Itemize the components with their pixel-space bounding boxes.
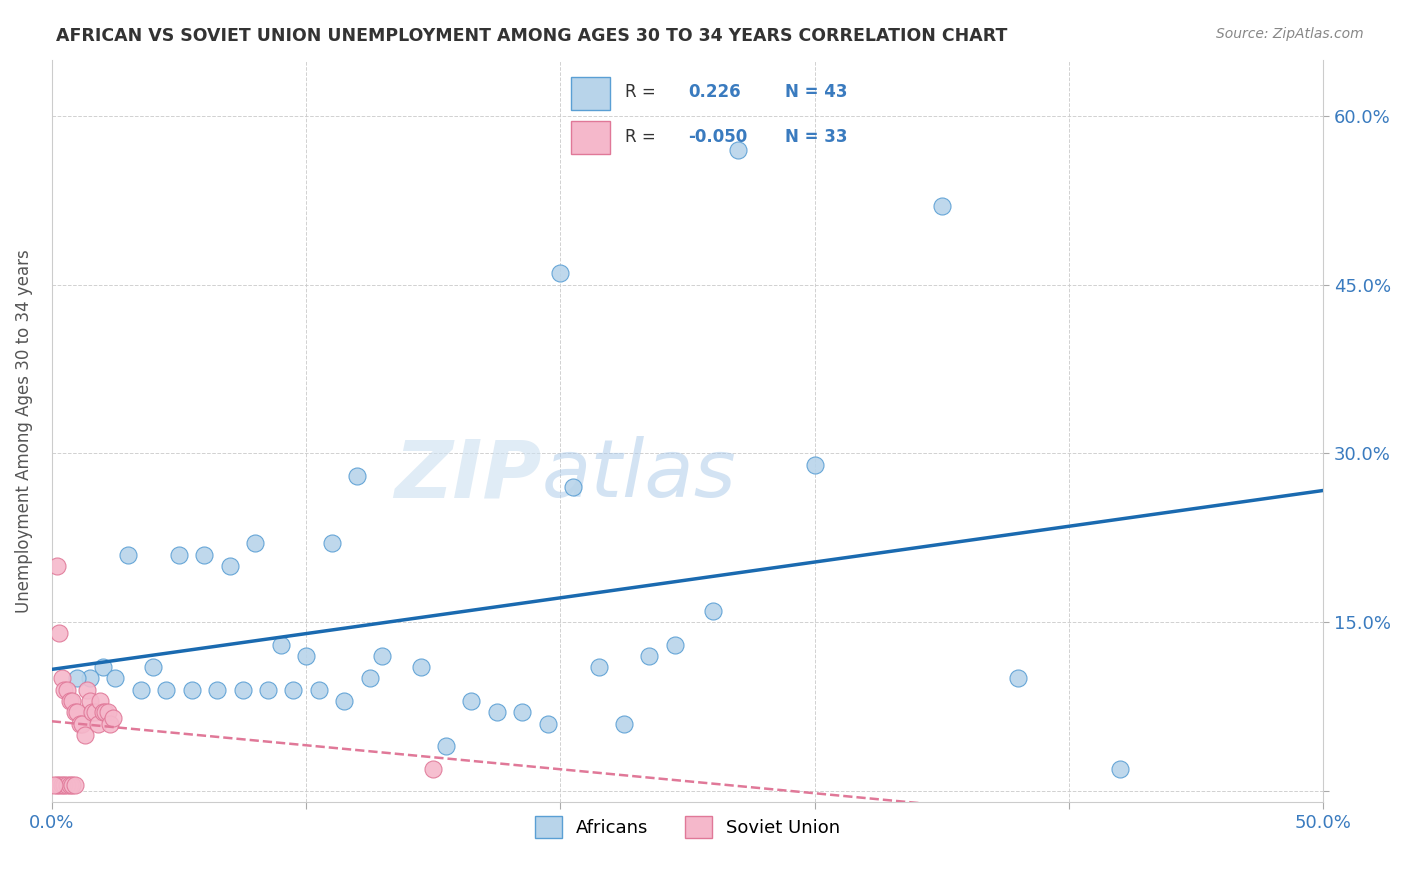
Point — [422, 762, 444, 776]
Point — [53, 778, 76, 792]
Point — [231, 682, 253, 697]
Legend: Africans, Soviet Union: Africans, Soviet Union — [527, 809, 848, 846]
Point — [245, 536, 267, 550]
Point — [359, 672, 381, 686]
Point — [56, 778, 79, 792]
Point — [66, 705, 89, 719]
Point — [48, 778, 70, 792]
Point — [117, 548, 139, 562]
Point — [91, 705, 114, 719]
Point — [66, 672, 89, 686]
Point — [1109, 762, 1132, 776]
Point — [155, 682, 177, 697]
Point — [73, 728, 96, 742]
Point — [1007, 672, 1029, 686]
Point — [56, 682, 79, 697]
Text: Source: ZipAtlas.com: Source: ZipAtlas.com — [1216, 27, 1364, 41]
Y-axis label: Unemployment Among Ages 30 to 34 years: Unemployment Among Ages 30 to 34 years — [15, 249, 32, 613]
Point — [60, 778, 83, 792]
Point — [803, 458, 825, 472]
Point — [409, 660, 432, 674]
Point — [89, 694, 111, 708]
Point — [86, 716, 108, 731]
Point — [346, 469, 368, 483]
Point — [44, 778, 66, 792]
Point — [321, 536, 343, 550]
Point — [72, 716, 94, 731]
Point — [270, 638, 292, 652]
Point — [84, 705, 107, 719]
Point — [82, 705, 104, 719]
Point — [613, 716, 636, 731]
Point — [60, 694, 83, 708]
Point — [51, 778, 73, 792]
Point — [562, 480, 585, 494]
Text: atlas: atlas — [541, 436, 737, 515]
Point — [58, 778, 80, 792]
Point — [98, 716, 121, 731]
Point — [537, 716, 560, 731]
Point — [180, 682, 202, 697]
Point — [63, 778, 86, 792]
Point — [308, 682, 330, 697]
Point — [205, 682, 228, 697]
Point — [91, 660, 114, 674]
Point — [550, 267, 572, 281]
Point — [588, 660, 610, 674]
Text: ZIP: ZIP — [394, 436, 541, 515]
Text: AFRICAN VS SOVIET UNION UNEMPLOYMENT AMONG AGES 30 TO 34 YEARS CORRELATION CHART: AFRICAN VS SOVIET UNION UNEMPLOYMENT AMO… — [56, 27, 1008, 45]
Point — [167, 548, 190, 562]
Point — [79, 694, 101, 708]
Point — [76, 682, 98, 697]
Point — [97, 705, 120, 719]
Point — [104, 672, 127, 686]
Point — [702, 604, 724, 618]
Point — [53, 682, 76, 697]
Point — [931, 199, 953, 213]
Point — [45, 778, 67, 792]
Point — [69, 716, 91, 731]
Point — [638, 648, 661, 663]
Point — [218, 558, 240, 573]
Point — [129, 682, 152, 697]
Point — [257, 682, 280, 697]
Point — [295, 648, 318, 663]
Point — [664, 638, 686, 652]
Point — [58, 694, 80, 708]
Point — [193, 548, 215, 562]
Point — [45, 558, 67, 573]
Point — [460, 694, 482, 708]
Point — [510, 705, 533, 719]
Point — [434, 739, 457, 753]
Point — [142, 660, 165, 674]
Point — [94, 705, 117, 719]
Point — [371, 648, 394, 663]
Point — [51, 672, 73, 686]
Point — [727, 143, 749, 157]
Point — [48, 626, 70, 640]
Point — [283, 682, 305, 697]
Point — [63, 705, 86, 719]
Point — [79, 672, 101, 686]
Point — [485, 705, 508, 719]
Point — [101, 711, 124, 725]
Point — [333, 694, 356, 708]
